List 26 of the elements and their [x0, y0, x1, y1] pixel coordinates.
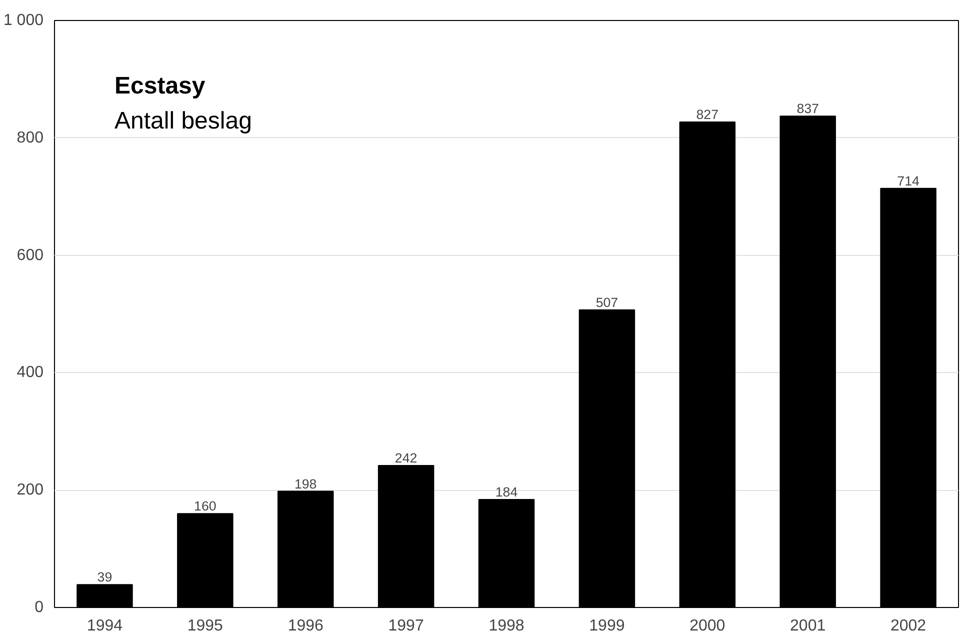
- data-label: 39: [97, 570, 112, 585]
- data-label: 160: [194, 498, 216, 514]
- data-label: 714: [897, 173, 920, 188]
- x-tick-label: 1998: [488, 618, 524, 633]
- x-tick-label: 1994: [86, 618, 123, 633]
- data-label: 184: [495, 484, 518, 500]
- x-tick-label: 1996: [288, 618, 324, 633]
- y-tick-label: 200: [16, 482, 44, 499]
- x-tick-label: 2001: [790, 618, 826, 633]
- text: Antall beslag: [114, 108, 252, 134]
- data-label: 242: [394, 450, 418, 466]
- x-tick-label: 2000: [690, 618, 726, 633]
- x-tick-label: 1997: [388, 618, 424, 633]
- data-label: 827: [696, 107, 719, 122]
- text: Ecstasy: [114, 72, 206, 100]
- y-tick-label: 1 000: [3, 12, 44, 29]
- y-tick-label: 400: [16, 364, 44, 382]
- y-tick-label: 0: [34, 599, 44, 616]
- x-tick-label: 1999: [589, 618, 625, 633]
- y-tick-label: 600: [16, 246, 44, 264]
- x-tick-label: 1995: [187, 618, 224, 633]
- data-label: 507: [596, 294, 618, 310]
- y-tick-label: 800: [16, 129, 44, 146]
- x-tick-label: 2002: [890, 618, 926, 633]
- data-label: 837: [796, 101, 819, 116]
- data-label: 198: [294, 476, 317, 492]
